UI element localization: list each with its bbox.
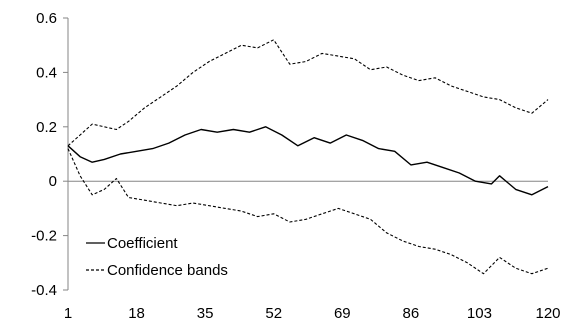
x-tick-label: 52	[265, 305, 282, 322]
x-tick-label: 1	[64, 305, 72, 322]
y-tick-labels: 0.6 0.4 0.2 0 -0.2 -0.4	[31, 10, 57, 299]
x-tick-label: 18	[128, 305, 145, 322]
legend: Coefficient Confidence bands	[74, 227, 274, 279]
legend-label-coefficient: Coefficient	[107, 235, 178, 252]
x-tick-labels: 1 18 35 52 69 86 103 120	[64, 305, 561, 322]
series-lines	[67, 39, 549, 275]
x-tick-label: 103	[467, 305, 492, 322]
lower-confidence-band-line	[67, 148, 549, 275]
y-tick-label: 0.2	[36, 119, 57, 136]
y-tick-label: 0	[49, 173, 57, 190]
legend-label-confidence-bands: Confidence bands	[107, 262, 228, 279]
y-tick-label: -0.4	[31, 282, 57, 299]
x-tick-label: 35	[197, 305, 214, 322]
x-tick-label: 120	[535, 305, 560, 322]
legend-box	[74, 227, 274, 279]
axes	[63, 17, 548, 291]
x-tick-label: 86	[403, 305, 420, 322]
y-tick-label: -0.2	[31, 228, 57, 245]
x-tick-label: 69	[334, 305, 351, 322]
upper-confidence-band-line	[67, 39, 549, 147]
y-tick-label: 0.6	[36, 10, 57, 27]
coefficient-line	[67, 126, 549, 196]
y-tick-label: 0.4	[36, 64, 57, 81]
